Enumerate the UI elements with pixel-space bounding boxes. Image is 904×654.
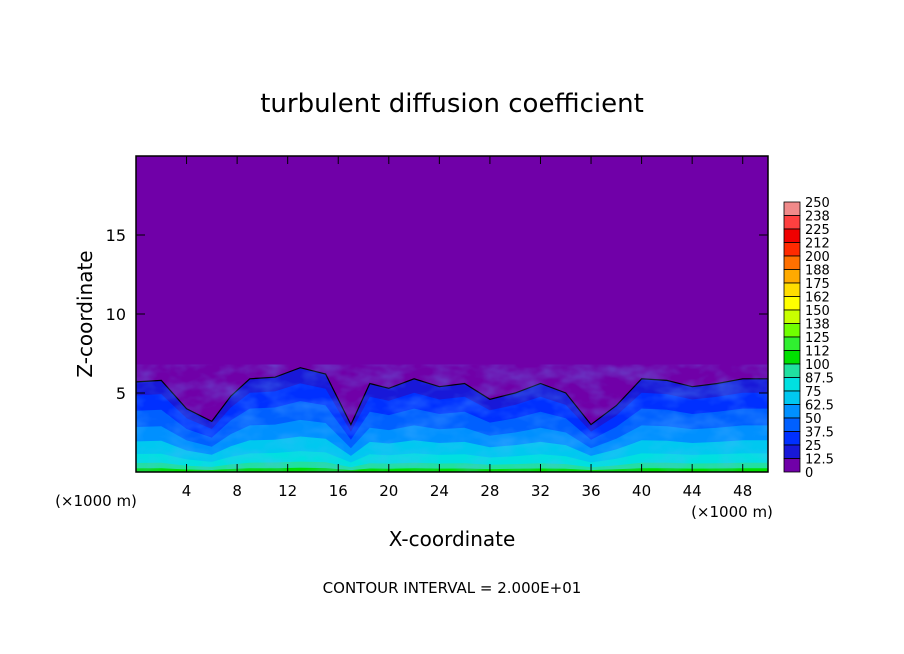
colorbar-swatch	[783, 269, 801, 284]
colorbar-swatch	[783, 404, 801, 419]
colorbar-swatch	[783, 363, 801, 378]
colorbar-swatch	[783, 417, 801, 432]
y-axis: 5 10 15	[106, 226, 768, 403]
colorbar-label: 162	[805, 291, 830, 306]
colorbar-label: 200	[805, 250, 830, 265]
colorbar-label: 75	[805, 385, 822, 400]
x-axis: 4 8 12 16 20 24 28 32 36 40 44 48	[182, 156, 752, 500]
x-tick-label: 28	[480, 482, 499, 500]
colorbar-swatch	[783, 242, 801, 257]
y-tick-label: 15	[106, 226, 126, 245]
colorbar-swatch	[783, 444, 801, 459]
x-tick-label: 8	[232, 482, 242, 500]
colorbar-label: 212	[805, 237, 830, 252]
y-axis-label: Z-coordinate	[73, 250, 97, 377]
plot-area	[136, 156, 768, 472]
colorbar-label: 112	[805, 345, 830, 360]
colorbar-swatch	[783, 377, 801, 392]
x-tick-label: 4	[182, 482, 192, 500]
colorbar-label: 100	[805, 358, 830, 373]
y-tick-label: 10	[106, 305, 126, 324]
colorbar: 2502382252122001881751621501381251121008…	[783, 196, 834, 481]
colorbar-label: 25	[805, 439, 822, 454]
colorbar-label: 150	[805, 304, 830, 319]
x-axis-label: X-coordinate	[389, 527, 516, 551]
y-tick-label: 5	[116, 384, 126, 403]
colorbar-label: 225	[805, 223, 830, 238]
colorbar-swatch	[783, 215, 801, 230]
colorbar-swatch	[783, 309, 801, 324]
x-tick-label: 48	[733, 482, 752, 500]
colorbar-label: 138	[805, 318, 830, 333]
colorbar-label: 250	[805, 196, 830, 211]
colorbar-swatch	[783, 350, 801, 365]
colorbar-label: 12.5	[805, 453, 834, 468]
colorbar-swatch	[783, 255, 801, 270]
colorbar-swatch	[783, 390, 801, 405]
colorbar-swatch	[783, 201, 801, 216]
x-tick-label: 24	[430, 482, 449, 500]
colorbar-label: 188	[805, 264, 830, 279]
colorbar-swatch	[783, 296, 801, 311]
colorbar-swatch	[783, 282, 801, 297]
x-tick-label: 12	[278, 482, 297, 500]
chart-title: turbulent diffusion coefficient	[260, 89, 644, 119]
colorbar-label: 62.5	[805, 399, 834, 414]
colorbar-label: 0	[805, 466, 813, 481]
x-unit-right: (×1000 m)	[691, 503, 773, 521]
colorbar-label: 175	[805, 277, 830, 292]
x-tick-label: 36	[581, 482, 600, 500]
x-tick-label: 16	[329, 482, 348, 500]
x-unit-left: (×1000 m)	[55, 492, 137, 510]
colorbar-swatch	[783, 323, 801, 338]
colorbar-swatch	[783, 228, 801, 243]
x-tick-label: 32	[531, 482, 550, 500]
x-tick-label: 40	[632, 482, 651, 500]
colorbar-label: 50	[805, 412, 822, 427]
colorbar-label: 37.5	[805, 426, 834, 441]
x-tick-label: 44	[683, 482, 702, 500]
colorbar-swatch	[783, 336, 801, 351]
colorbar-swatch	[783, 458, 801, 473]
x-tick-label: 20	[379, 482, 398, 500]
colorbar-label: 125	[805, 331, 830, 346]
colorbar-label: 238	[805, 210, 830, 225]
contour-interval-footer: CONTOUR INTERVAL = 2.000E+01	[323, 579, 582, 597]
turbulence-texture	[136, 364, 768, 472]
colorbar-label: 87.5	[805, 372, 834, 387]
colorbar-swatch	[783, 431, 801, 446]
